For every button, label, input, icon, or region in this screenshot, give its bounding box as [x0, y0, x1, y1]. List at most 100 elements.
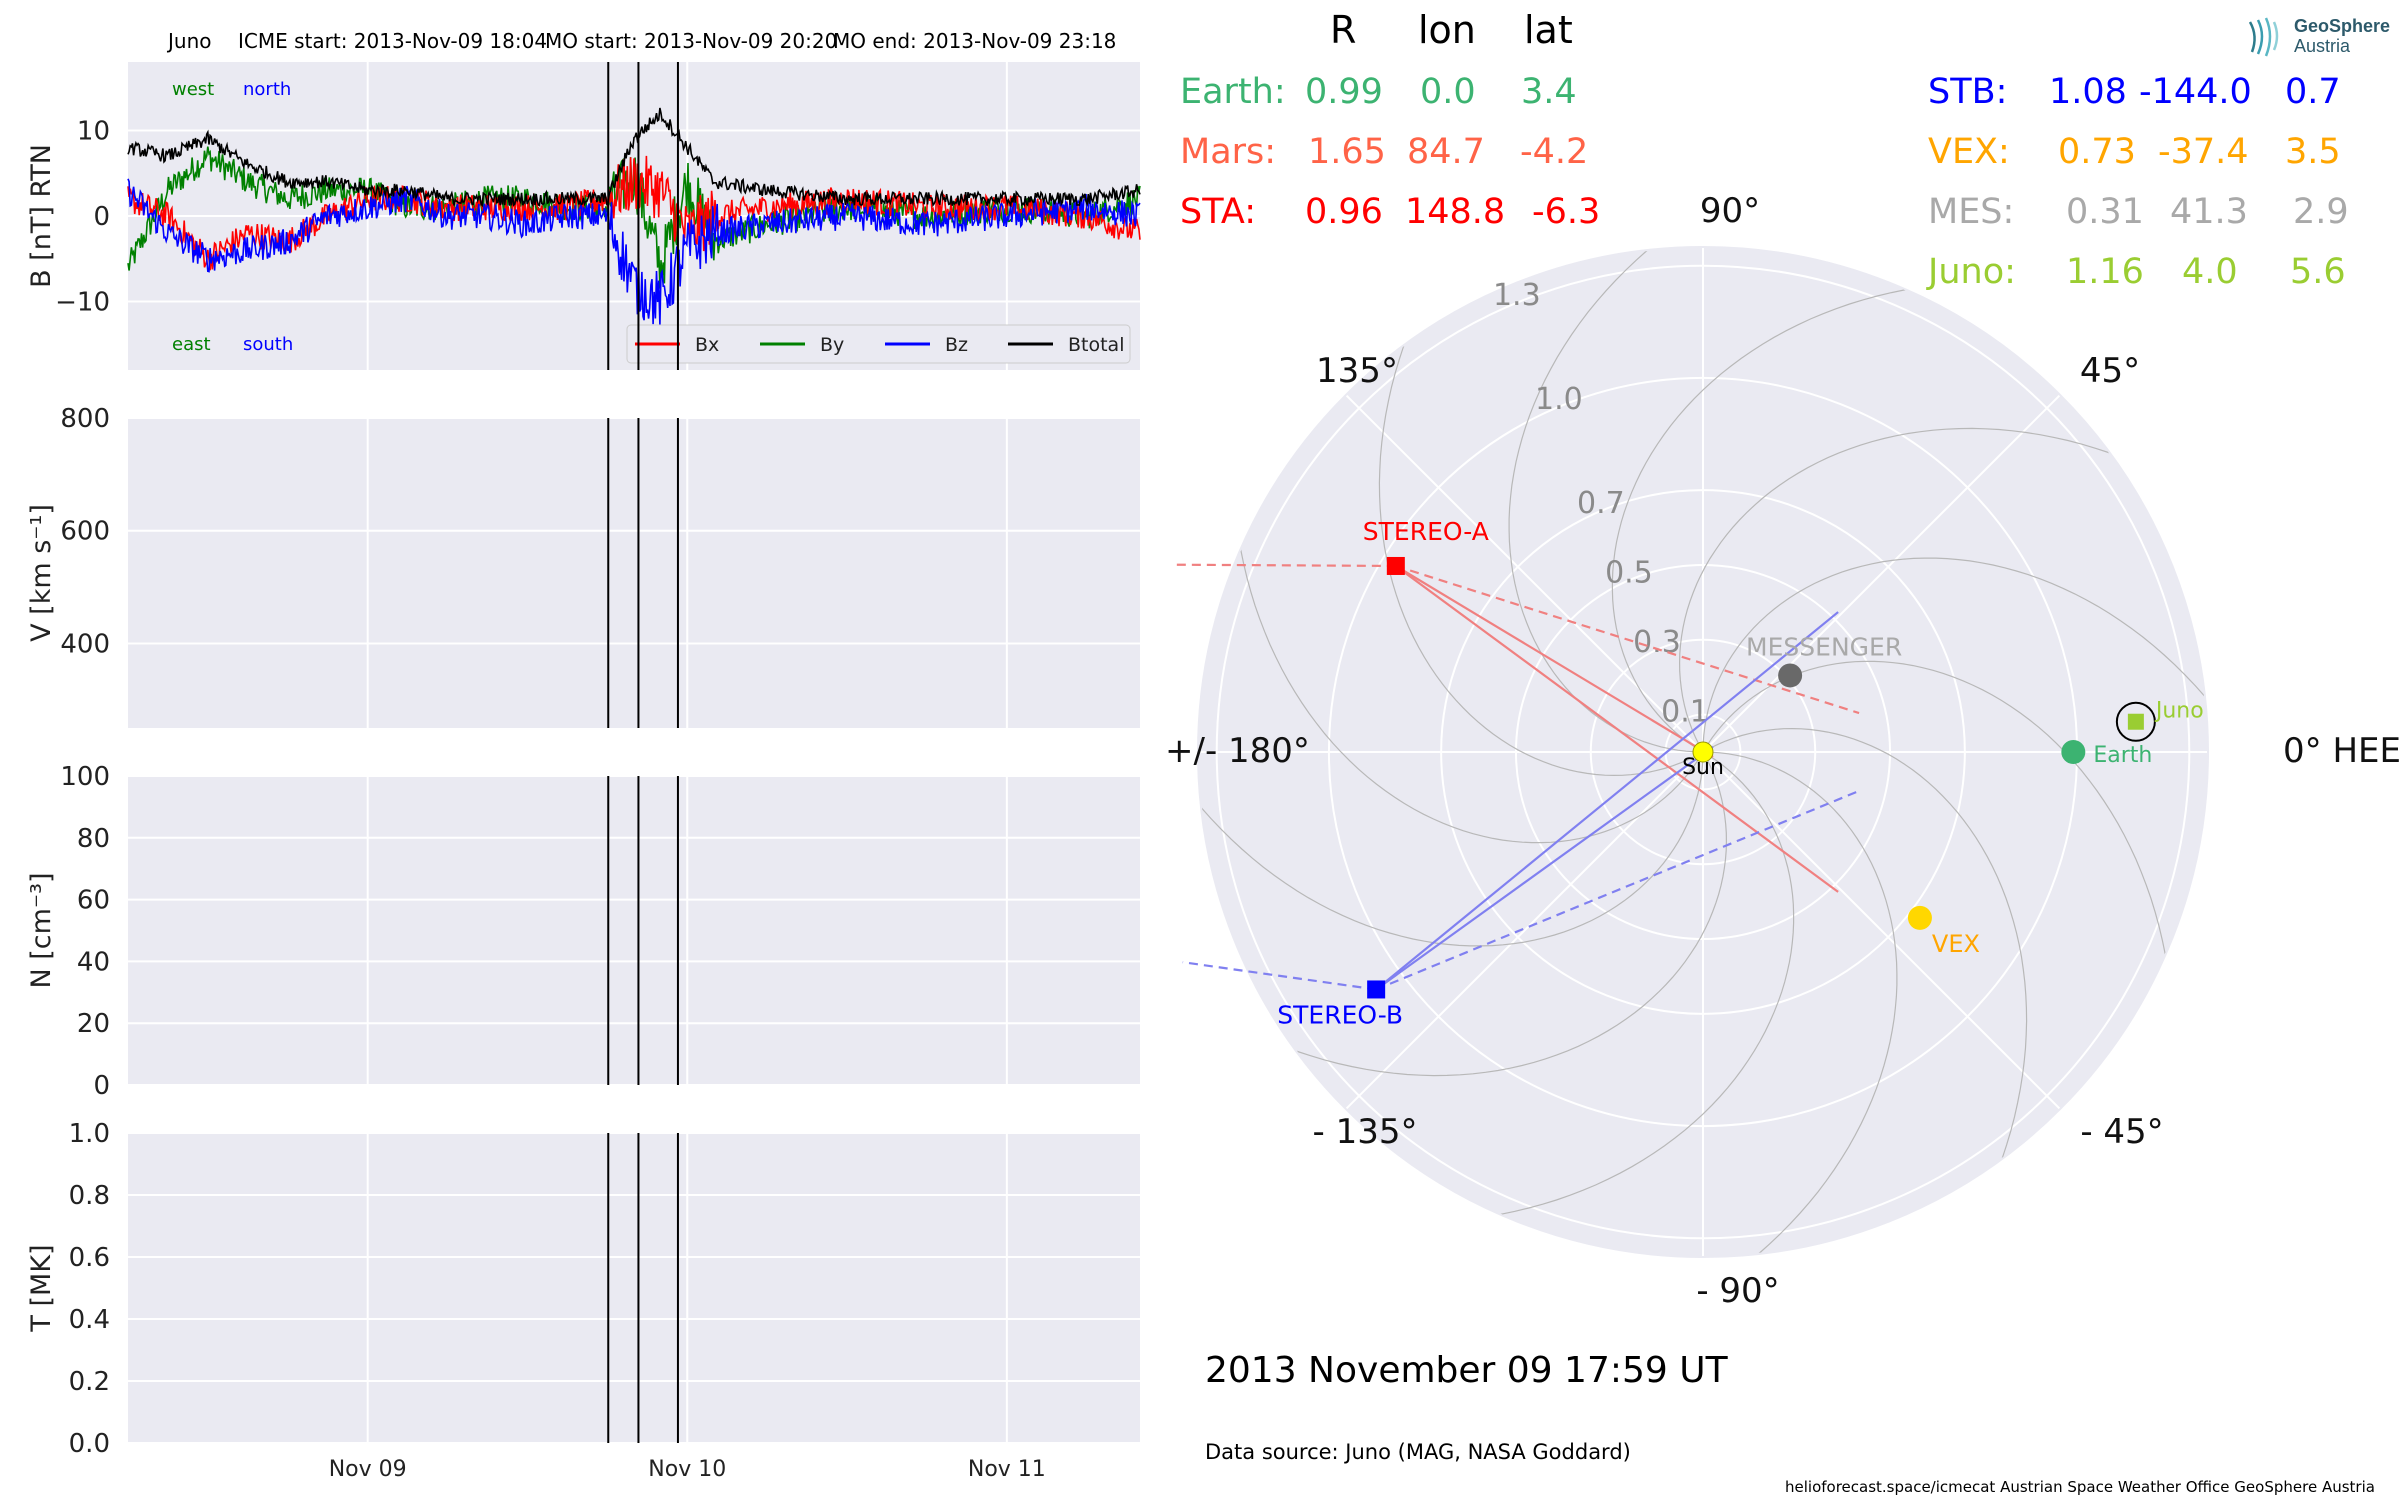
- ytick-label: 400: [60, 629, 110, 659]
- logo-icon: [2248, 17, 2279, 57]
- table-name: VEX:: [1928, 132, 2010, 172]
- table-r: 0.31: [2066, 192, 2144, 232]
- body-sun: [1692, 741, 1714, 763]
- ytick-label: 0: [93, 202, 110, 232]
- fov-line-solid: [1395, 565, 1714, 758]
- parker-spiral: [1702, 557, 2206, 753]
- radial-label: 0.7: [1577, 486, 1625, 521]
- radial-label: 1.3: [1493, 278, 1541, 313]
- angle-label: +/- 180°: [1165, 731, 1310, 771]
- xtick-label: Nov 11: [968, 1457, 1046, 1482]
- table-lon: 0.0: [1420, 72, 1476, 112]
- ytick-label: −10: [55, 288, 110, 318]
- ytick-label: 100: [60, 762, 110, 792]
- ytick-label: 0.6: [69, 1243, 110, 1273]
- series-line-bx: [127, 155, 1141, 271]
- datestamp: 2013 November 09 17:59 UT: [1205, 1350, 1728, 1391]
- angle-label: 135°: [1316, 351, 1398, 391]
- body-label-messenger: MESSENGER: [1746, 632, 1902, 661]
- table-lat: -6.3: [1532, 192, 1601, 232]
- parker-spiral: [1295, 751, 1728, 1077]
- parker-spiral: [1678, 427, 2111, 753]
- panel-temperature: 1.0 0.8 0.6 0.4 0.2 0.0 T [MK]: [26, 1119, 1140, 1459]
- series-line-btotal: [127, 107, 1141, 208]
- polar-spoke: [1345, 751, 1704, 1110]
- body-label-stereo-b: STEREO-B: [1277, 1000, 1403, 1029]
- title-mo-end: MO end: 2013-Nov-09 23:18: [833, 29, 1116, 53]
- table-lon: 41.3: [2170, 192, 2248, 232]
- panel-magnetic-field: 10 0 −10B [nT] RTN west north east south Bx By Bz…: [26, 62, 1141, 370]
- legend-label-by: By: [820, 334, 844, 356]
- logo-line-1: GeoSphere: [2294, 16, 2391, 36]
- ytick-label: 0.8: [69, 1181, 110, 1211]
- xtick-label: Nov 09: [329, 1457, 407, 1482]
- body-label-stereo-a: STEREO-A: [1363, 517, 1489, 546]
- table-header-r: R: [1330, 8, 1357, 52]
- table-lon: -144.0: [2139, 72, 2252, 112]
- ytick-label: 60: [77, 886, 110, 916]
- table-name: Mars:: [1180, 132, 1277, 172]
- fov-line-solid: [1395, 565, 1839, 893]
- table-r: 1.65: [1308, 132, 1386, 172]
- corner-label-east: east: [172, 334, 211, 355]
- table-name: Earth:: [1180, 72, 1286, 112]
- ylabel: N [cm⁻³]: [26, 872, 57, 988]
- angle-label: 90°: [1700, 191, 1760, 231]
- series-line-bz: [127, 178, 1141, 326]
- table-lon: -37.4: [2158, 132, 2249, 172]
- table-name: STB:: [1928, 72, 2008, 112]
- angle-label: 0° HEEQ: [2283, 731, 2400, 771]
- legend-label-bx: Bx: [695, 334, 719, 356]
- legend-label-btotal: Btotal: [1068, 334, 1124, 356]
- table-r: 0.99: [1305, 72, 1383, 112]
- title-spacecraft: Juno: [166, 29, 212, 53]
- plot-area: [128, 776, 1140, 1085]
- parker-spiral: [1200, 751, 1704, 947]
- corner-label-south: south: [243, 334, 293, 355]
- xtick-label: Nov 10: [648, 1457, 726, 1482]
- body-stereo-a: [1386, 556, 1405, 575]
- ytick-label: 0: [93, 1071, 110, 1101]
- angle-label: - 135°: [1313, 1112, 1418, 1152]
- parker-spiral: [1702, 727, 2028, 1160]
- plot-area: [128, 418, 1140, 728]
- panel-density: 100 80 60 40 20 0 N [cm⁻³]: [26, 762, 1140, 1101]
- table-header-lon: lon: [1418, 8, 1476, 52]
- title-mo-start: MO start: 2013-Nov-09 20:20: [545, 29, 837, 53]
- title-icme-start: ICME start: 2013-Nov-09 18:04: [238, 29, 547, 53]
- table-name: MES:: [1928, 192, 2015, 232]
- body-messenger: [1778, 663, 1803, 688]
- ytick-label: 0.2: [69, 1367, 110, 1397]
- legend-box: [626, 324, 1131, 364]
- corner-label-north: north: [243, 79, 291, 100]
- parker-spiral: [1611, 289, 1907, 753]
- parker-spiral: [1240, 548, 1704, 844]
- body-label-juno: Juno: [2154, 699, 2204, 724]
- ytick-label: 40: [77, 947, 110, 977]
- fov-line-solid: [1375, 611, 1839, 991]
- radial-label: 1.0: [1535, 382, 1583, 417]
- table-lat: -4.2: [1520, 132, 1589, 172]
- fov-line-dashed: [1174, 563, 1396, 568]
- radial-label: 0.5: [1605, 556, 1653, 591]
- table-lon: 4.0: [2182, 252, 2238, 292]
- ytick-label: 10: [77, 116, 110, 146]
- corner-label-west: west: [172, 79, 214, 100]
- table-r: 0.73: [2058, 132, 2136, 172]
- parker-spiral: [1702, 660, 2166, 956]
- body-juno: [2127, 713, 2144, 730]
- angle-label: - 90°: [1696, 1271, 1779, 1311]
- body-earth: [2061, 740, 2086, 764]
- legend-label-bz: Bz: [945, 334, 968, 356]
- parker-spiral: [1378, 344, 1704, 777]
- polar-spoke: [1702, 394, 2061, 753]
- table-header-lat: lat: [1524, 8, 1573, 52]
- ytick-label: 600: [60, 517, 110, 547]
- table-lon: 84.7: [1407, 132, 1485, 172]
- fov-line-solid: [1375, 746, 1714, 991]
- body-vex: [1907, 905, 1932, 930]
- ytick-label: 0.0: [69, 1429, 110, 1459]
- data-source: Data source: Juno (MAG, NASA Goddard): [1205, 1440, 1631, 1464]
